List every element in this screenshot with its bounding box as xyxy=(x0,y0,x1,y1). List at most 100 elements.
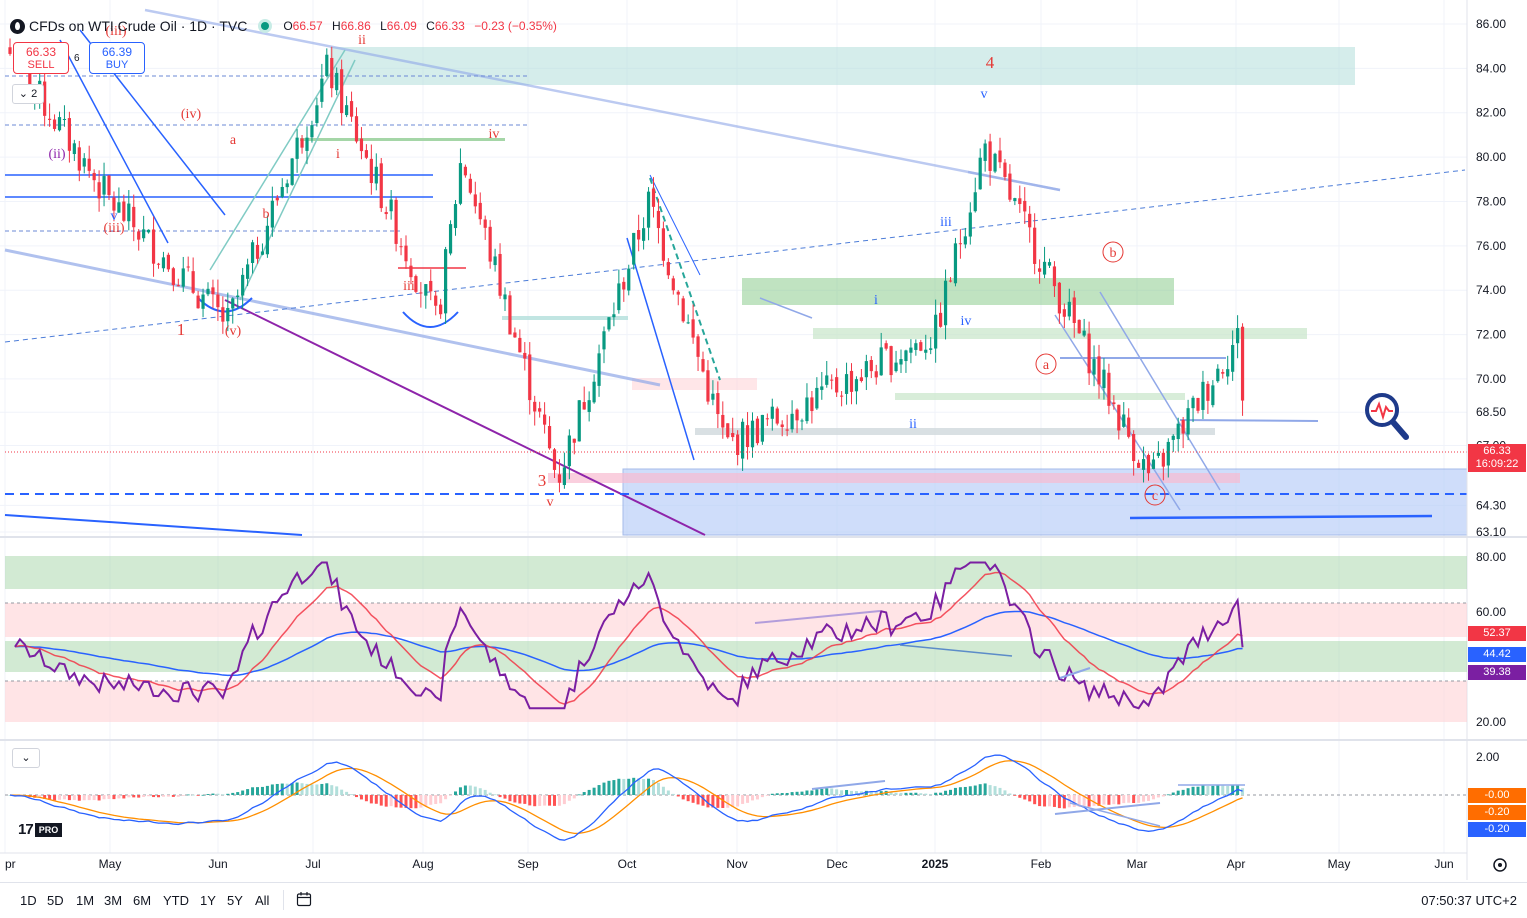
candle-body xyxy=(1132,433,1136,462)
price-tick: 64.30 xyxy=(1476,498,1506,512)
candle-body xyxy=(1206,383,1210,401)
candle-body xyxy=(62,118,67,120)
macd-hist-bar xyxy=(1028,795,1032,802)
macd-hist-bar xyxy=(944,790,948,795)
macd-hist-bar xyxy=(637,778,641,795)
candle-body xyxy=(1018,198,1022,205)
candle-body xyxy=(795,409,799,421)
candle-body xyxy=(265,225,269,255)
macd-hist-bar xyxy=(820,788,824,795)
range-5y[interactable]: 5Y xyxy=(227,893,243,908)
price-tick: 78.00 xyxy=(1476,194,1506,208)
macd-hist-bar xyxy=(533,795,537,807)
candle-body xyxy=(453,204,458,229)
collapse-macd-button[interactable]: ⌄ xyxy=(12,748,40,768)
tradingview-logo[interactable]: 17 PRO xyxy=(18,821,63,838)
macd-hist-bar xyxy=(285,783,289,795)
wave-circle xyxy=(1144,484,1166,506)
macd-hist-bar xyxy=(77,795,81,801)
utc-clock[interactable]: 07:50:37 UTC+2 xyxy=(1421,893,1517,908)
macd-hist-bar xyxy=(1048,795,1051,807)
macd-hist-bar xyxy=(171,795,175,797)
macd-hist-bar xyxy=(241,790,245,795)
macd-hist-bar xyxy=(87,795,91,801)
calendar-icon[interactable] xyxy=(296,891,312,907)
oil-drop-icon xyxy=(10,18,25,34)
macd-hist-bar xyxy=(835,789,839,795)
candle-body xyxy=(508,295,512,335)
macd-hist-bar xyxy=(731,795,735,807)
macd-hist-bar xyxy=(364,795,368,802)
candle-body xyxy=(424,284,428,296)
candle-body xyxy=(478,202,482,220)
rsi-axis[interactable]: 80.00 60.00 20.00 xyxy=(1476,550,1506,729)
range-5d[interactable]: 5D xyxy=(47,893,64,908)
candle-body xyxy=(726,423,730,438)
macd-hist-bar xyxy=(795,791,799,795)
candle-body xyxy=(830,379,834,381)
sell-button[interactable]: 66.33 SELL xyxy=(13,42,69,74)
candle-body xyxy=(1003,162,1007,177)
candle-body xyxy=(52,119,57,129)
candle-body xyxy=(622,281,626,290)
gear-icon[interactable] xyxy=(1493,858,1507,872)
macd-hist-bar xyxy=(468,785,472,795)
macd-hist-bar xyxy=(805,790,809,795)
macd-hist-bar xyxy=(518,795,522,804)
buy-button[interactable]: 66.39 BUY xyxy=(89,42,145,74)
macd-tag-1: -0.00 xyxy=(1468,788,1526,803)
macd-hist-bar xyxy=(686,795,690,802)
macd-hist-bar xyxy=(449,795,453,796)
range-3m[interactable]: 3M xyxy=(104,893,123,908)
candle-body xyxy=(82,158,86,167)
candle-body xyxy=(543,414,547,425)
time-axis[interactable]: pr May Jun Jul Aug Sep Oct Nov Dec 2025 Feb Mar Apr M… xyxy=(5,857,1454,871)
candle-body xyxy=(349,101,354,117)
candle-body xyxy=(711,393,715,400)
range-all[interactable]: All xyxy=(255,893,270,908)
candle-body xyxy=(176,285,180,287)
candle-body xyxy=(1028,213,1032,228)
symbol-title[interactable]: CFDs on WTI Crude Oil · 1D · TVC xyxy=(29,18,248,34)
collapse-indicators-button[interactable]: ⌄ 2 xyxy=(12,84,44,104)
candle-body xyxy=(943,280,948,326)
candle-body xyxy=(488,226,492,262)
macd-axis[interactable]: 2.00 xyxy=(1476,750,1500,764)
macd-hist-bar xyxy=(676,795,680,797)
candle-body xyxy=(226,307,230,322)
candle-body xyxy=(785,429,789,431)
candle-body xyxy=(1107,372,1111,406)
open-value: 66.57 xyxy=(292,19,323,33)
candle-body xyxy=(1047,262,1052,266)
candle-body xyxy=(1062,309,1066,317)
wave-circle xyxy=(1035,353,1057,375)
candle-body xyxy=(493,256,497,266)
candle-body xyxy=(958,243,962,245)
candle-body xyxy=(533,401,537,412)
range-1m[interactable]: 1M xyxy=(76,893,95,908)
range-ytd[interactable]: YTD xyxy=(163,893,189,908)
macd-hist-bar xyxy=(498,795,502,798)
macd-hist-bar xyxy=(557,795,561,806)
macd-tag-3: -0.20 xyxy=(1468,822,1526,837)
candle-body xyxy=(547,426,552,449)
macd-hist-bar xyxy=(1241,788,1245,795)
macd-hist-bar xyxy=(251,787,255,795)
candle-body xyxy=(1181,420,1185,434)
range-1d[interactable]: 1D xyxy=(20,893,37,908)
candle-body xyxy=(612,314,616,318)
candle-body xyxy=(1038,268,1042,272)
macd-hist-bar xyxy=(359,795,363,800)
candle-body xyxy=(1117,404,1121,431)
time-tick: Apr xyxy=(1227,857,1246,871)
magnifier-analysis-icon[interactable] xyxy=(1362,392,1410,442)
macd-hist-bar xyxy=(1171,792,1175,795)
range-6m[interactable]: 6M xyxy=(133,893,152,908)
range-1y[interactable]: 1Y xyxy=(200,893,216,908)
candle-body xyxy=(859,377,863,382)
macd-hist-bar xyxy=(38,795,42,798)
wave-label-red: 3 xyxy=(538,471,547,490)
macd-hist-bar xyxy=(696,795,700,805)
macd-hist-bar xyxy=(800,791,804,795)
